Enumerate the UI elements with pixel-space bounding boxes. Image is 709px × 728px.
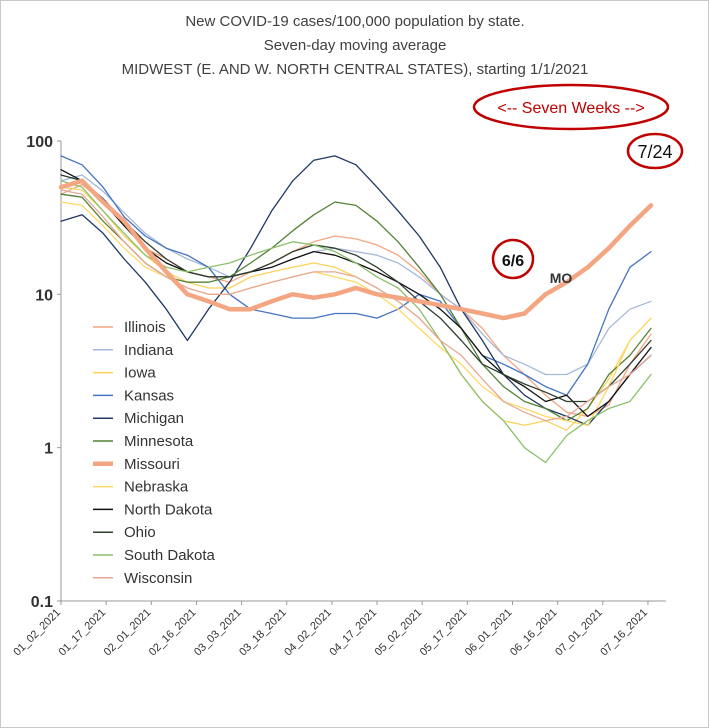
legend: Illinois Indiana Iowa Kansas Michigan Minneso… <box>93 319 216 587</box>
legend-label-missouri: Missouri <box>124 456 180 473</box>
x-tick-label: 06_16_2021 <box>508 607 560 659</box>
legend-label-indiana: Indiana <box>124 342 174 359</box>
series-line-kansas <box>60 155 652 396</box>
y-tick-label: 0.1 <box>31 594 53 611</box>
mo-series-label: MO <box>550 270 573 286</box>
x-tick-label: 02_01_2021 <box>102 607 154 659</box>
series-line-wisconsin <box>60 189 652 422</box>
x-tick-label: 02_16_2021 <box>147 607 199 659</box>
title-line-2: Seven-day moving average <box>264 37 447 54</box>
annotations: <-- Seven Weeks --> 7/24 6/6 MO <box>472 83 684 286</box>
date-end-label: 7/24 <box>637 142 672 162</box>
series-lines <box>58 155 654 464</box>
x-tick-label: 04_02_2021 <box>282 607 334 659</box>
date-start-ellipse <box>491 238 535 280</box>
legend-label-iowa: Iowa <box>124 365 156 382</box>
date-start-label: 6/6 <box>502 253 524 270</box>
legend-label-ohio: Ohio <box>124 524 156 541</box>
series-line-illinois <box>60 183 652 418</box>
series-line-michigan <box>60 155 652 426</box>
legend-label-nebraska: Nebraska <box>124 479 189 496</box>
x-tick-label: 05_02_2021 <box>373 607 425 659</box>
y-tick-label: 100 <box>26 134 53 151</box>
legend-label-kansas: Kansas <box>124 387 174 404</box>
x-tick-label: 03_03_2021 <box>192 607 244 659</box>
y-tick-label: 1 <box>44 441 53 458</box>
legend-label-north-dakota: North Dakota <box>124 501 213 518</box>
series-line-indiana <box>60 174 652 376</box>
x-tick-label: 04_17_2021 <box>327 607 379 659</box>
chart-title: New COVID-19 cases/100,000 population by… <box>122 13 589 78</box>
date-end-ellipse <box>626 132 684 170</box>
y-tick-label: 10 <box>35 287 53 304</box>
title-line-1: New COVID-19 cases/100,000 population by… <box>185 13 524 30</box>
x-tick-label: 05_17_2021 <box>418 607 470 659</box>
legend-label-illinois: Illinois <box>124 319 166 336</box>
x-tick-label: 01_17_2021 <box>57 607 109 659</box>
legend-label-michigan: Michigan <box>124 410 184 427</box>
title-line-3: MIDWEST (E. AND W. NORTH CENTRAL STATES)… <box>122 61 589 78</box>
x-tick-label: 01_02_2021 <box>11 607 63 659</box>
x-tick-label: 03_18_2021 <box>237 607 289 659</box>
series-line-ohio <box>60 174 652 403</box>
seven-weeks-label: <-- Seven Weeks --> <box>497 100 644 117</box>
legend-label-minnesota: Minnesota <box>124 433 194 450</box>
x-tick-label: 06_01_2021 <box>463 607 515 659</box>
x-tick-label: 07_16_2021 <box>598 607 650 659</box>
legend-label-south-dakota: South Dakota <box>124 547 216 564</box>
legend-label-wisconsin: Wisconsin <box>124 570 192 587</box>
seven-weeks-ellipse <box>472 83 670 131</box>
series-line-missouri <box>58 178 654 321</box>
x-tick-label: 07_01_2021 <box>553 607 605 659</box>
series-line-nebraska <box>60 201 652 426</box>
